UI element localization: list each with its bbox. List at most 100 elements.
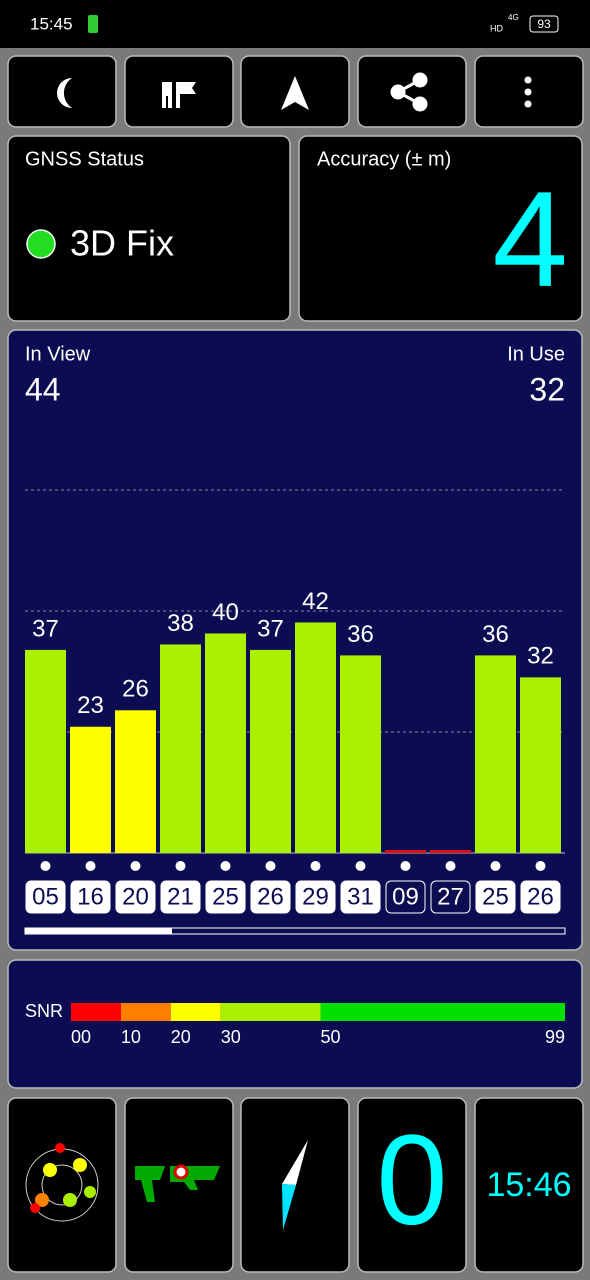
menu-icon <box>524 76 532 108</box>
accuracy-title: Accuracy (± m) <box>317 148 451 170</box>
fix-indicator <box>26 229 56 259</box>
sat-id-used <box>70 880 111 914</box>
bar <box>430 850 471 853</box>
used-dot <box>445 861 456 871</box>
snr-band <box>220 1003 321 1021</box>
compass-icon <box>282 1140 308 1230</box>
clock-value: 15:46 <box>486 1166 571 1204</box>
used-dot <box>265 861 276 871</box>
snr-panel <box>7 959 583 1089</box>
snr-tick-label: 99 <box>545 1027 565 1047</box>
bar-label: 40 <box>212 599 239 626</box>
bar-label: 37 <box>257 615 284 642</box>
used-dot <box>535 861 546 871</box>
snr-band <box>320 1003 565 1021</box>
used-dot <box>220 861 231 871</box>
snr-band <box>71 1003 121 1021</box>
bar <box>115 710 156 853</box>
accuracy-panel <box>298 135 583 322</box>
toolbar <box>7 55 584 128</box>
bar-label: 36 <box>482 621 509 648</box>
bar <box>70 726 111 853</box>
fix-status: 3D Fix <box>70 223 174 264</box>
sat-id: 25 <box>482 883 509 910</box>
sat-id-used <box>250 880 291 914</box>
sat-id: 20 <box>122 883 149 910</box>
used-dot <box>175 861 186 871</box>
used-dot <box>40 861 51 871</box>
battery-level: 93 <box>537 17 551 31</box>
sat-id: 25 <box>212 883 239 910</box>
sat-id-unused <box>430 880 471 914</box>
bar-label: 42 <box>302 588 329 615</box>
bar-label: 32 <box>527 643 554 670</box>
bar-label: 36 <box>347 621 374 648</box>
moon-icon <box>57 78 72 108</box>
radar-tile[interactable] <box>7 1097 117 1273</box>
sat-id-used <box>115 880 156 914</box>
sat-id-used <box>475 880 516 914</box>
used-dot <box>490 861 501 871</box>
map-icon <box>135 1164 220 1202</box>
sat-id: 21 <box>167 883 194 910</box>
status-icon <box>88 15 98 33</box>
sat-id: 26 <box>527 883 554 910</box>
sat-id: 27 <box>437 883 464 910</box>
snr-band <box>170 1003 221 1021</box>
bar <box>520 677 561 853</box>
used-dot <box>355 861 366 871</box>
accuracy-value: 4 <box>492 163 568 315</box>
speed-value: 0 <box>376 1109 447 1252</box>
used-dot <box>85 861 96 871</box>
gnss-status-panel <box>7 135 291 322</box>
snr-band <box>120 1003 171 1021</box>
in-use-count: 32 <box>529 371 565 407</box>
scrollbar-thumb[interactable] <box>25 928 172 934</box>
bar-label: 37 <box>32 615 59 642</box>
snr-tick-label: 20 <box>171 1027 191 1047</box>
sat-id-used <box>295 880 336 914</box>
share-button[interactable] <box>357 55 467 128</box>
radar-icon <box>25 1143 99 1222</box>
map-tile[interactable] <box>124 1097 234 1273</box>
snr-tick-label: 10 <box>121 1027 141 1047</box>
sat-id: 09 <box>392 883 419 910</box>
sat-id-used <box>520 880 561 914</box>
clock-tile[interactable] <box>474 1097 584 1273</box>
gnss-status-title: GNSS Status <box>25 148 144 170</box>
sat-id-used <box>340 880 381 914</box>
snr-label: SNR <box>25 1001 63 1021</box>
status-network: 4G <box>508 13 519 22</box>
snr-tick-label: 50 <box>320 1027 340 1047</box>
status-time: 15:45 <box>30 14 73 33</box>
bar <box>475 655 516 853</box>
share-icon <box>390 72 428 112</box>
snr-tick-label: 00 <box>71 1027 91 1047</box>
bar <box>340 655 381 853</box>
sat-id: 16 <box>77 883 104 910</box>
bar <box>295 622 336 853</box>
sat-id: 31 <box>347 883 374 910</box>
bar <box>25 649 66 853</box>
bar <box>205 633 246 853</box>
bar-label: 26 <box>122 676 149 703</box>
sat-id: 05 <box>32 883 59 910</box>
sat-id-used <box>160 880 201 914</box>
arrow-icon <box>281 76 309 110</box>
used-dot <box>400 861 411 871</box>
status-hd: HD <box>490 23 503 33</box>
sat-id-used <box>205 880 246 914</box>
guide-icon <box>162 82 196 108</box>
sat-id: 29 <box>302 883 329 910</box>
bottom-tiles: 0 15:46 <box>7 1097 584 1273</box>
bar <box>160 644 201 853</box>
bar <box>385 850 426 853</box>
battery <box>529 15 559 33</box>
in-view-label: In View <box>25 343 91 365</box>
bar <box>250 649 291 853</box>
bar-label: 38 <box>167 610 194 637</box>
speed-tile[interactable] <box>357 1097 467 1273</box>
snr-tick-label: 30 <box>221 1027 241 1047</box>
